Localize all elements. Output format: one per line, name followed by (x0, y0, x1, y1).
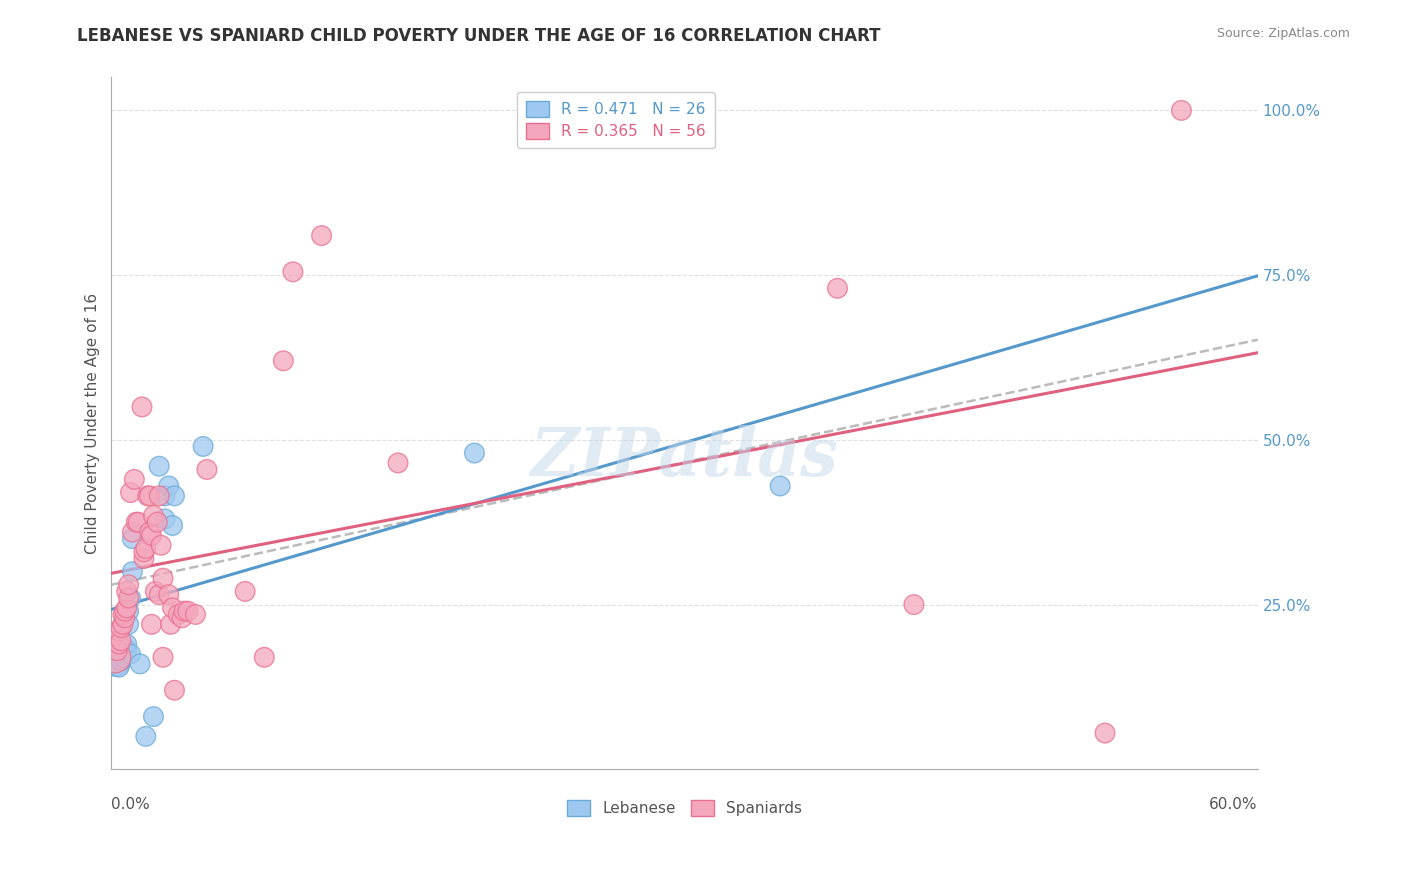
Point (153, 512, 176, 526)
Point (120, 647, 142, 661)
Point (114, 604, 136, 618)
Point (159, 617, 181, 632)
Point (162, 600, 184, 615)
Point (135, 541, 157, 556)
Point (110, 621, 132, 635)
Point (233, 584, 256, 599)
Point (157, 588, 180, 602)
Point (163, 683, 186, 698)
Point (117, 604, 139, 618)
Point (114, 640, 136, 655)
Point (110, 633, 132, 648)
Point (108, 637, 131, 651)
Point (143, 584, 166, 599)
Point (138, 489, 160, 503)
Point (110, 647, 132, 661)
Point (273, 353, 295, 368)
Point (114, 611, 136, 625)
Point (105, 643, 128, 657)
Point (163, 489, 186, 503)
Point (173, 604, 195, 618)
Point (148, 588, 170, 602)
Point (136, 489, 159, 503)
Point (117, 617, 139, 632)
Point (157, 479, 180, 493)
Point (117, 591, 139, 605)
Point (138, 525, 160, 540)
Point (167, 607, 190, 622)
Point (121, 565, 143, 579)
Point (148, 489, 170, 503)
Text: Source: ZipAtlas.com: Source: ZipAtlas.com (1216, 27, 1350, 40)
Point (827, 281, 849, 295)
Point (184, 607, 207, 622)
Legend: Lebanese, Spaniards: Lebanese, Spaniards (560, 793, 810, 824)
Text: ZIPatlas: ZIPatlas (530, 425, 838, 491)
Point (120, 485, 142, 500)
Point (111, 607, 134, 622)
Point (146, 515, 169, 529)
Point (111, 617, 134, 632)
Point (141, 617, 163, 632)
Point (152, 650, 174, 665)
Point (311, 228, 333, 243)
Point (142, 508, 165, 523)
Point (195, 462, 218, 476)
Point (115, 637, 138, 651)
Point (1094, 726, 1116, 740)
Point (253, 650, 276, 665)
Point (135, 730, 157, 744)
Point (108, 624, 131, 638)
Point (108, 660, 131, 674)
Point (117, 578, 139, 592)
Point (172, 611, 194, 625)
Point (131, 400, 153, 414)
Text: 0.0%: 0.0% (111, 797, 150, 812)
Text: 60.0%: 60.0% (1209, 797, 1258, 812)
Point (132, 551, 155, 566)
Point (148, 459, 170, 474)
Point (124, 472, 146, 486)
Point (463, 446, 485, 460)
Point (387, 456, 409, 470)
Point (104, 654, 127, 668)
Y-axis label: Child Poverty Under the Age of 16: Child Poverty Under the Age of 16 (86, 293, 100, 554)
Point (152, 571, 174, 585)
Point (121, 525, 143, 540)
Point (111, 650, 134, 665)
Point (120, 591, 142, 605)
Point (191, 439, 214, 453)
Point (104, 650, 127, 665)
Point (129, 657, 152, 671)
Point (162, 518, 184, 533)
Point (115, 584, 138, 599)
Point (153, 489, 176, 503)
Point (125, 515, 148, 529)
Point (150, 538, 173, 552)
Point (110, 654, 132, 668)
Text: LEBANESE VS SPANIARD CHILD POVERTY UNDER THE AGE OF 16 CORRELATION CHART: LEBANESE VS SPANIARD CHILD POVERTY UNDER… (77, 27, 880, 45)
Point (281, 265, 304, 279)
Point (127, 515, 149, 529)
Point (115, 600, 138, 615)
Point (121, 532, 143, 546)
Point (142, 709, 165, 723)
Point (177, 604, 200, 618)
Point (903, 598, 925, 612)
Point (141, 528, 163, 542)
Point (769, 479, 792, 493)
Point (1170, 103, 1192, 118)
Point (115, 643, 138, 657)
Point (132, 545, 155, 559)
